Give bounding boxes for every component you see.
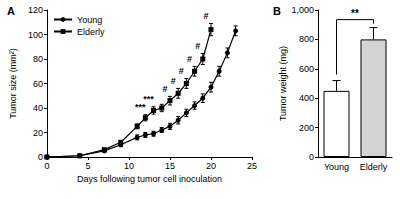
svg-text:20: 20 <box>206 161 216 171</box>
svg-text:#: # <box>171 76 176 86</box>
svg-text:60: 60 <box>33 79 43 89</box>
svg-text:1,000: 1,000 <box>291 5 314 15</box>
svg-text:80: 80 <box>33 54 43 64</box>
svg-text:A: A <box>7 5 15 17</box>
svg-text:***: *** <box>143 94 154 104</box>
svg-text:#: # <box>195 41 200 51</box>
svg-text:#: # <box>203 11 208 21</box>
svg-text:Tumor weight (mg): Tumor weight (mg) <box>278 46 288 121</box>
svg-text:600: 600 <box>299 64 314 74</box>
svg-text:Young: Young <box>77 15 102 25</box>
svg-text:5: 5 <box>85 161 90 171</box>
svg-text:Days following tumor cell inoc: Days following tumor cell inoculation <box>77 174 222 184</box>
svg-text:B: B <box>273 5 281 17</box>
svg-text:100: 100 <box>28 30 43 40</box>
svg-text:120: 120 <box>28 5 43 15</box>
svg-text:0: 0 <box>309 152 314 162</box>
svg-text:20: 20 <box>33 128 43 138</box>
svg-text:#: # <box>187 54 192 64</box>
svg-text:25: 25 <box>247 161 257 171</box>
svg-text:10: 10 <box>124 161 134 171</box>
svg-text:15: 15 <box>165 161 175 171</box>
svg-text:400: 400 <box>299 93 314 103</box>
svg-text:Elderly: Elderly <box>77 27 105 37</box>
svg-text:Elderly: Elderly <box>360 162 388 172</box>
svg-text:0: 0 <box>38 152 43 162</box>
svg-text:#: # <box>179 66 184 76</box>
svg-text:Young: Young <box>324 162 349 172</box>
svg-text:0: 0 <box>44 161 49 171</box>
svg-text:**: ** <box>351 8 359 19</box>
svg-text:#: # <box>162 84 167 94</box>
svg-text:Tumor size (mm²): Tumor size (mm²) <box>8 48 18 119</box>
svg-text:40: 40 <box>33 103 43 113</box>
svg-text:200: 200 <box>299 123 314 133</box>
svg-text:800: 800 <box>299 34 314 44</box>
